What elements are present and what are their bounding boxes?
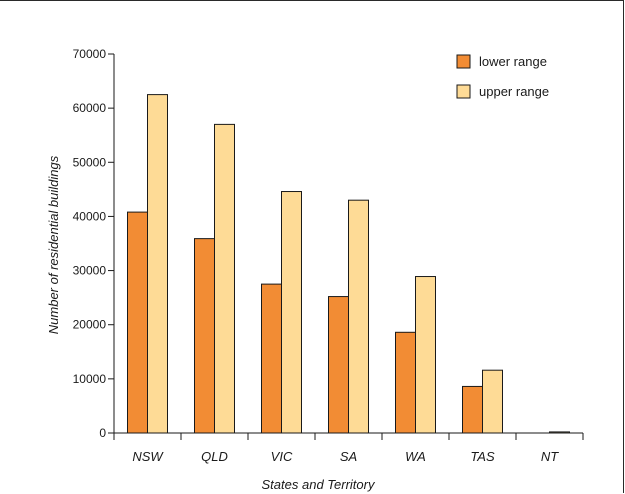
x-tick-label: QLD bbox=[201, 449, 228, 464]
x-axis-title: States and Territory bbox=[262, 477, 376, 492]
y-tick-label: 40000 bbox=[73, 209, 107, 223]
bar-upper-qld bbox=[214, 123, 235, 434]
y-tick-label: 20000 bbox=[73, 318, 107, 332]
bar-upper-vic bbox=[281, 191, 302, 434]
legend-swatch bbox=[456, 54, 471, 69]
bar-upper-nt bbox=[549, 431, 570, 434]
y-axis-title: Number of residential buildings bbox=[46, 155, 61, 334]
bar-lower-vic bbox=[261, 283, 282, 434]
bar-lower-sa bbox=[328, 296, 349, 434]
bar-lower-nsw bbox=[127, 211, 148, 434]
bar-lower-qld bbox=[194, 238, 215, 434]
legend-label: lower range bbox=[479, 54, 547, 69]
y-tick-label: 0 bbox=[99, 426, 106, 440]
bars bbox=[127, 94, 570, 434]
y-tick-label: 30000 bbox=[73, 264, 107, 278]
bar-lower-wa bbox=[395, 331, 416, 434]
x-tick-label: SA bbox=[340, 449, 357, 464]
x-tick-label: TAS bbox=[470, 449, 495, 464]
bar-upper-sa bbox=[348, 199, 369, 434]
x-tick-label: NSW bbox=[132, 449, 164, 464]
bar-upper-wa bbox=[415, 276, 436, 434]
bar-lower-tas bbox=[462, 385, 483, 434]
x-axis: NSW QLD VIC SA WA TAS NT bbox=[113, 432, 584, 464]
y-tick-label: 60000 bbox=[73, 101, 107, 115]
x-tick-label: NT bbox=[541, 449, 559, 464]
y-tick-label: 70000 bbox=[73, 47, 107, 61]
y-axis: 0 10000 20000 30000 40000 50000 60000 70000 bbox=[73, 47, 115, 440]
x-tick-label: VIC bbox=[271, 449, 293, 464]
x-tick-label: WA bbox=[405, 449, 426, 464]
y-tick-label: 50000 bbox=[73, 155, 107, 169]
legend-label: upper range bbox=[479, 84, 549, 99]
bar-upper-tas bbox=[482, 369, 503, 434]
legend-swatch bbox=[456, 84, 471, 99]
bar-upper-nsw bbox=[147, 94, 168, 434]
legend: lower range upper range bbox=[456, 54, 549, 99]
y-tick-label: 10000 bbox=[73, 372, 107, 386]
